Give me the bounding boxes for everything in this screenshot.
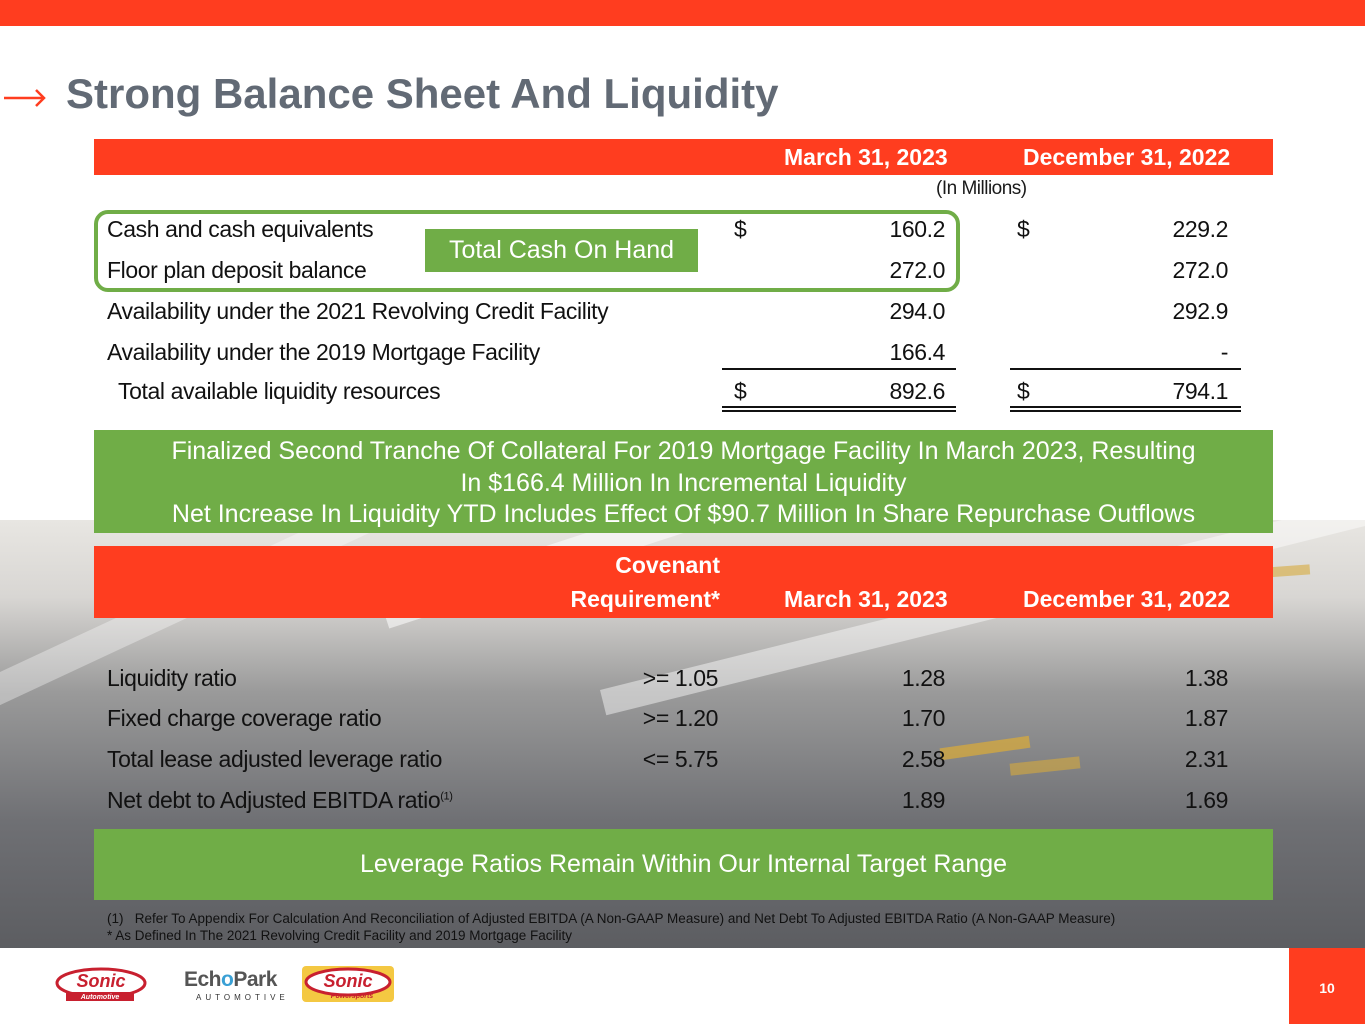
value-march-2023: 294.0	[889, 298, 945, 324]
row-label: Liquidity ratio	[107, 665, 237, 691]
liquidity-table-header: March 31, 2023 December 31, 2022	[94, 139, 1273, 175]
value-december-2022: 272.0	[1172, 257, 1228, 283]
echopark-automotive-logo: EchoPark AUTOMOTIVE	[184, 968, 289, 1002]
leverage-highlight-banner: Leverage Ratios Remain Within Our Intern…	[94, 829, 1273, 900]
covenant-header-line1: Covenant	[615, 552, 720, 578]
banner-line: Finalized Second Tranche Of Collateral F…	[171, 437, 1196, 465]
echopark-wordmark: EchoPark	[184, 968, 289, 992]
footnote-1: (1) Refer To Appendix For Calculation An…	[107, 910, 1115, 927]
arrow-right-icon	[4, 89, 46, 107]
row-label: Net debt to Adjusted EBITDA ratio(1)	[107, 787, 453, 814]
value-december-2022: 2.31	[1184, 746, 1229, 772]
table-row: Net debt to Adjusted EBITDA ratio(1) 1.8…	[0, 787, 1365, 817]
cash-highlight-outline	[94, 210, 960, 292]
row-label: Availability under the 2019 Mortgage Fac…	[107, 339, 540, 365]
value-march-2023: 2.58	[901, 746, 946, 772]
value-december-2022: 292.9	[1172, 298, 1228, 324]
currency-symbol: $	[1017, 378, 1030, 404]
table-row-total: Total available liquidity resources $ 89…	[0, 378, 1365, 408]
value-march-2023: 166.4	[889, 339, 945, 365]
value-december-2022: 794.1	[1172, 378, 1228, 404]
value-march-2023: 272.0	[889, 257, 945, 283]
table-row: Cash and cash equivalents $ 160.2 $ 229.…	[0, 216, 1365, 246]
value-march-2023: 892.6	[889, 378, 945, 404]
row-label: Total lease adjusted leverage ratio	[107, 746, 443, 772]
value-december-2022: -	[1220, 339, 1229, 365]
sonic-automotive-logo: Sonic Automotive	[55, 967, 147, 1001]
row-label: Total available liquidity resources	[118, 378, 441, 404]
value-march-2023: 160.2	[889, 216, 945, 242]
liquidity-highlight-banner: Finalized Second Tranche Of Collateral F…	[94, 430, 1273, 533]
unit-note: (In Millions)	[936, 178, 1027, 199]
value-december-2022: 1.38	[1184, 665, 1229, 691]
logo-subtext: Powersports	[331, 993, 374, 1000]
logo-subtext: AUTOMOTIVE	[196, 993, 289, 1002]
column-header-december-2022: December 31, 2022	[1023, 144, 1231, 170]
footnote-marker: (1)	[440, 790, 453, 803]
logo-text: Sonic	[76, 971, 125, 991]
logo-text: Ech	[184, 968, 222, 991]
table-row: Availability under the 2021 Revolving Cr…	[0, 298, 1365, 328]
value-december-2022: 1.87	[1184, 705, 1229, 731]
total-double-rule	[1010, 410, 1241, 412]
logo-text: Sonic	[323, 971, 372, 991]
page-number: 10	[1289, 948, 1365, 1024]
top-accent-bar	[0, 0, 1365, 26]
column-header-december-2022: December 31, 2022	[1023, 586, 1231, 612]
covenant-requirement: >= 1.20	[642, 705, 719, 731]
logo-text: o	[221, 968, 234, 991]
footnote-marker: (1)	[107, 911, 124, 926]
covenant-header-line2: Requirement*	[570, 586, 720, 612]
currency-symbol: $	[1017, 216, 1030, 242]
page-title: Strong Balance Sheet And Liquidity	[66, 70, 779, 117]
value-december-2022: 229.2	[1172, 216, 1228, 242]
covenant-requirement: <= 5.75	[642, 746, 719, 772]
row-label: Fixed charge coverage ratio	[107, 705, 382, 731]
table-row: Floor plan deposit balance 272.0 272.0	[0, 257, 1365, 287]
table-row: Liquidity ratio >= 1.05 1.28 1.38	[0, 665, 1365, 695]
sonic-powersports-logo: Sonic Powersports	[302, 966, 394, 1002]
table-row: Availability under the 2019 Mortgage Fac…	[0, 339, 1365, 369]
total-double-rule	[722, 406, 956, 408]
total-cash-on-hand-label: Total Cash On Hand	[425, 229, 698, 272]
currency-symbol: $	[734, 216, 747, 242]
currency-symbol: $	[734, 378, 747, 404]
value-december-2022: 1.69	[1184, 787, 1229, 813]
footnote-text: Refer To Appendix For Calculation And Re…	[134, 911, 1116, 926]
covenant-table-header: Covenant Requirement* March 31, 2023 Dec…	[94, 546, 1273, 618]
banner-line: Net Increase In Liquidity YTD Includes E…	[171, 500, 1196, 528]
table-row: Total lease adjusted leverage ratio <= 5…	[0, 746, 1365, 776]
subtotal-rule	[1010, 368, 1241, 370]
value-march-2023: 1.28	[901, 665, 946, 691]
value-march-2023: 1.89	[901, 787, 946, 813]
covenant-requirement: >= 1.05	[642, 665, 719, 691]
total-double-rule	[722, 410, 956, 412]
logo-subtext: Automotive	[80, 994, 120, 1001]
row-label: Cash and cash equivalents	[107, 216, 374, 242]
banner-line: In $166.4 Million In Incremental Liquidi…	[460, 468, 907, 497]
footnotes: (1) Refer To Appendix For Calculation An…	[107, 910, 1115, 944]
column-header-march-2023: March 31, 2023	[784, 144, 948, 170]
total-double-rule	[1010, 406, 1241, 408]
value-march-2023: 1.70	[901, 705, 946, 731]
subtotal-rule	[722, 368, 956, 370]
column-header-march-2023: March 31, 2023	[784, 586, 948, 612]
row-label: Floor plan deposit balance	[107, 257, 367, 283]
row-label: Availability under the 2021 Revolving Cr…	[107, 298, 609, 324]
table-row: Fixed charge coverage ratio >= 1.20 1.70…	[0, 705, 1365, 735]
footer	[0, 948, 1365, 1024]
footnote-2: * As Defined In The 2021 Revolving Credi…	[107, 928, 572, 943]
row-label-text: Net debt to Adjusted EBITDA ratio	[107, 787, 441, 813]
logo-text: Park	[233, 968, 277, 991]
